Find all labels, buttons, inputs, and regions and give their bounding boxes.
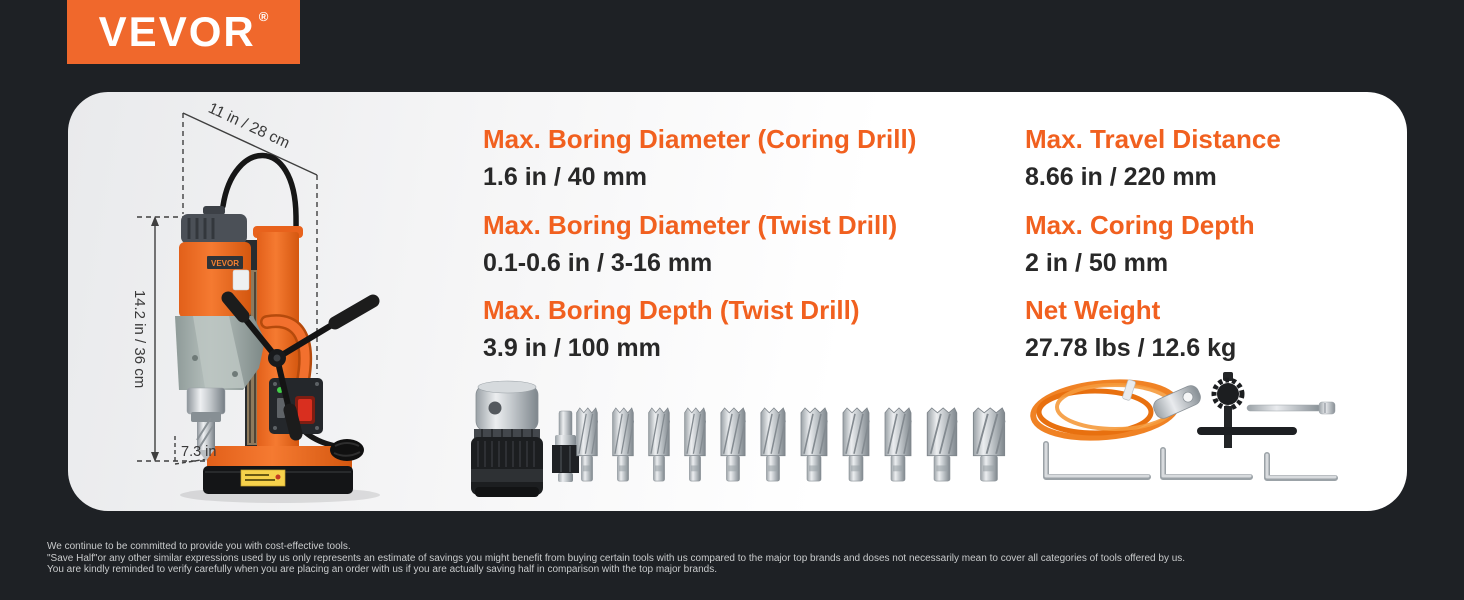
footnote-line: We continue to be committed to provide y… <box>47 541 351 552</box>
annular-cutter-icon <box>972 406 1006 483</box>
vevor-logo: VEVOR ® <box>67 0 300 64</box>
spec-row: Max. Coring Depth 2 in / 50 mm <box>1025 209 1281 277</box>
spec-label: Max. Boring Depth (Twist Drill) <box>483 295 860 326</box>
chuck-key-icon <box>1197 372 1297 448</box>
spec-row: Net Weight 27.78 lbs / 12.6 kg <box>1025 295 1281 363</box>
annular-cutter-icon <box>683 407 707 482</box>
drill-chuck-icon <box>471 380 543 497</box>
magnetic-drill-photo: VEVOR 11 in / 28 cm 14.2 in / 36 cm 7 <box>131 100 380 503</box>
vevor-badge <box>207 256 243 269</box>
safety-strap-icon <box>1030 379 1201 441</box>
spec-row: Max. Boring Diameter (Twist Drill) 0.1-0… <box>483 209 916 277</box>
arrow-up-icon <box>151 216 159 226</box>
spec-label: Max. Boring Diameter (Twist Drill) <box>483 209 898 240</box>
spec-value: 1.6 in / 40 mm <box>483 163 647 192</box>
power-plug <box>330 439 364 461</box>
annular-cutter-icon <box>575 407 599 482</box>
spec-value: 0.1-0.6 in / 3-16 mm <box>483 248 713 277</box>
spec-row: Max. Travel Distance 8.66 in / 220 mm <box>1025 124 1281 192</box>
spec-value: 8.66 in / 220 mm <box>1025 163 1217 192</box>
spec-column-right: Max. Travel Distance 8.66 in / 220 mm Ma… <box>1025 124 1281 383</box>
disclaimer-footnotes: We continue to be committed to provide y… <box>47 541 1427 576</box>
included-bits-row <box>471 380 1006 497</box>
annular-cutter-icon <box>842 407 870 482</box>
spec-label: Max. Coring Depth <box>1025 209 1255 240</box>
spec-label: Max. Boring Diameter (Coring Drill) <box>483 124 917 154</box>
magnetic-base <box>203 446 353 494</box>
annular-cutter-icon <box>611 407 635 482</box>
annular-cutter-icon <box>800 407 828 482</box>
motor-housing: VEVOR <box>179 206 251 318</box>
annular-cutter-icon <box>926 407 958 482</box>
svg-text:VEVOR: VEVOR <box>211 259 239 268</box>
vevor-logo-text: VEVOR <box>98 8 256 55</box>
dimension-lines <box>137 112 318 465</box>
hex-wrench-icon <box>1160 447 1253 480</box>
footnote-line: You are kindly reminded to verify carefu… <box>47 564 717 575</box>
spec-value: 2 in / 50 mm <box>1025 248 1169 277</box>
spec-value: 27.78 lbs / 12.6 kg <box>1025 334 1237 363</box>
hex-wrench-icon <box>1043 441 1151 480</box>
feed-handle <box>221 291 380 441</box>
annular-cutter-icon <box>884 407 912 482</box>
width-dimension-label: 11 in / 28 cm <box>206 100 293 152</box>
arbor-adapter-icon <box>552 410 579 482</box>
pilot-pin-icon <box>1246 401 1336 415</box>
hex-wrench-icon <box>1264 452 1338 481</box>
base-dimension-label: 7.3 in <box>181 444 216 460</box>
arrow-down-icon <box>151 452 159 462</box>
annular-cutter-icon <box>760 407 786 482</box>
registered-trademark-icon: ® <box>258 9 269 24</box>
annular-cutter-icon <box>720 407 746 482</box>
gearbox-and-chuck <box>175 316 265 461</box>
spec-label: Max. Travel Distance <box>1025 124 1281 154</box>
included-tools-group <box>1030 372 1338 481</box>
spec-row: Max. Boring Depth (Twist Drill) 3.9 in /… <box>483 295 916 363</box>
footnote-line: "Save Half"or any other similar expressi… <box>47 552 1186 564</box>
height-dimension-label: 14.2 in / 36 cm <box>131 290 148 388</box>
spec-column-left: Max. Boring Diameter (Coring Drill) 1.6 … <box>483 124 917 383</box>
spec-value: 3.9 in / 100 mm <box>483 334 661 363</box>
spec-row: Max. Boring Diameter (Coring Drill) 1.6 … <box>483 124 917 192</box>
annular-cutter-icon <box>647 407 671 482</box>
spec-label: Net Weight <box>1025 295 1161 326</box>
